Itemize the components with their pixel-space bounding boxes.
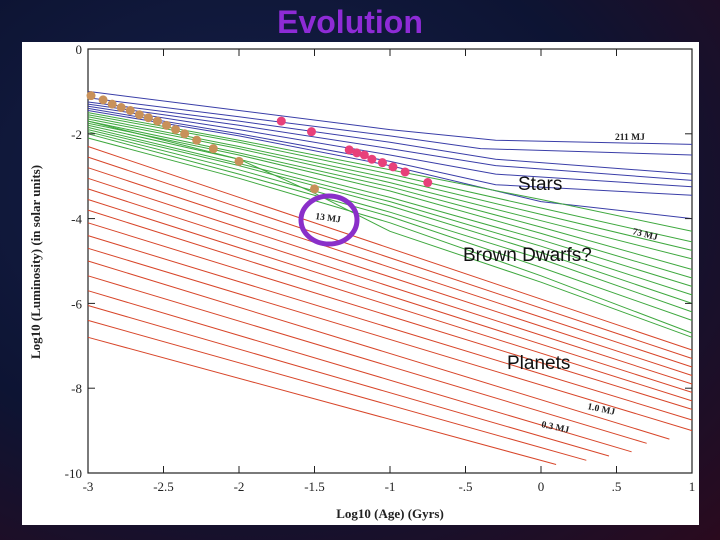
x-tick-label: -.5 (458, 479, 472, 494)
track-line-planets-35 (87, 336, 557, 465)
track-line-planets-22 (87, 167, 693, 368)
tan-point (143, 113, 153, 123)
axis-ticks: -3 -2.5 -2 -1.5 -1 -.5 0 .5 1 0 -2 -4 -6 -8 -10 (65, 42, 696, 494)
x-tick-label: 1 (689, 479, 696, 494)
pink-point (400, 167, 410, 177)
track-line-brown_dwarfs-14 (87, 126, 693, 296)
y-tick-label: -8 (71, 381, 82, 396)
track-line-brown_dwarfs-18 (87, 137, 693, 334)
tan-point (125, 105, 135, 115)
slide-title: Evolution (277, 4, 423, 40)
evolution-tracks (87, 90, 693, 465)
pink-point (344, 145, 354, 155)
highlight-circle (298, 193, 360, 247)
x-tick-label: 0 (538, 479, 545, 494)
tan-point (152, 116, 162, 126)
data-points (86, 91, 433, 194)
x-tick-label: -3 (83, 479, 94, 494)
tan-point (116, 103, 126, 113)
tan-point (171, 125, 181, 135)
track-line-brown_dwarfs-12 (87, 122, 693, 279)
x-tick-label: -2.5 (153, 479, 174, 494)
track-line-planets-21 (87, 156, 693, 359)
region-label-planets: Planets (507, 353, 570, 374)
track-line-planets-26 (87, 209, 693, 402)
track-line-planets-31 (87, 275, 647, 444)
tan-point (86, 91, 96, 101)
y-tick-label: -4 (71, 212, 82, 227)
pink-point (423, 178, 433, 188)
track-line-planets-24 (87, 188, 693, 385)
track-line-stars-1 (87, 97, 693, 156)
y-tick-label: -2 (71, 127, 82, 142)
pink-point (367, 154, 377, 164)
track-line-planets-30 (87, 260, 670, 440)
region-label-stars: Stars (518, 174, 562, 195)
region-label-brown-dwarfs: Brown Dwarfs? (463, 245, 592, 266)
track-line-brown_dwarfs-17 (87, 133, 693, 321)
tan-point (310, 184, 319, 194)
track-line-planets-28 (87, 235, 693, 421)
pink-point (388, 162, 398, 172)
x-tick-label: .5 (612, 479, 622, 494)
track-line-planets-25 (87, 199, 693, 393)
mass-label-0-3: 0.3 MJ (540, 420, 570, 436)
track-line-stars-0 (87, 90, 693, 145)
tan-point (98, 95, 108, 105)
x-tick-label: -1 (385, 479, 396, 494)
x-tick-label: -2 (234, 479, 245, 494)
track-line-planets-20 (87, 146, 693, 351)
tan-point (234, 156, 244, 166)
mass-label-13: 13 MJ (315, 212, 342, 225)
track-line-stars-5 (87, 107, 693, 196)
y-tick-label: -6 (71, 296, 82, 311)
track-line-brown_dwarfs-15 (87, 129, 693, 304)
track-line-planets-32 (87, 290, 632, 453)
track-line-brown_dwarfs-9 (87, 116, 693, 251)
track-line-stars-2 (87, 101, 693, 175)
pink-point (377, 158, 387, 168)
y-tick-label: -10 (65, 466, 82, 481)
chart-figure: -3 -2.5 -2 -1.5 -1 -.5 0 .5 1 0 -2 -4 -6 -8 -10 Log10 … (22, 42, 699, 525)
y-tick-label: 0 (76, 42, 83, 57)
x-axis-title: Log10 (Age) (Gyrs) (336, 506, 444, 521)
y-axis-title: Log10 (Luminosity) (in solar units) (28, 165, 43, 359)
tan-point (134, 110, 144, 120)
track-line-brown_dwarfs-13 (87, 124, 693, 287)
pink-point (352, 148, 362, 158)
track-line-planets-27 (87, 222, 693, 410)
track-line-planets-33 (87, 305, 610, 457)
mass-label-73: 73 MJ (631, 227, 658, 243)
mass-label-211: 211 MJ (615, 133, 645, 143)
tan-point (192, 135, 202, 145)
track-line-planets-23 (87, 177, 693, 376)
tan-point (107, 99, 117, 109)
pink-point (359, 150, 369, 160)
pink-point (276, 116, 286, 126)
track-line-stars-4 (87, 105, 693, 188)
tan-point (208, 144, 218, 154)
pink-point (306, 127, 316, 137)
track-line-brown_dwarfs-11 (87, 120, 693, 270)
x-tick-label: -1.5 (304, 479, 325, 494)
track-line-planets-29 (87, 247, 693, 432)
track-line-brown_dwarfs-16 (87, 131, 693, 313)
track-line-stars-3 (87, 103, 693, 181)
track-line-planets-34 (87, 319, 587, 461)
tan-point (162, 120, 172, 130)
tan-point (180, 129, 190, 139)
track-line-brown_dwarfs-10 (87, 118, 693, 260)
chart-svg: -3 -2.5 -2 -1.5 -1 -.5 0 .5 1 0 -2 -4 -6 -8 -10 Log10 … (28, 42, 696, 521)
